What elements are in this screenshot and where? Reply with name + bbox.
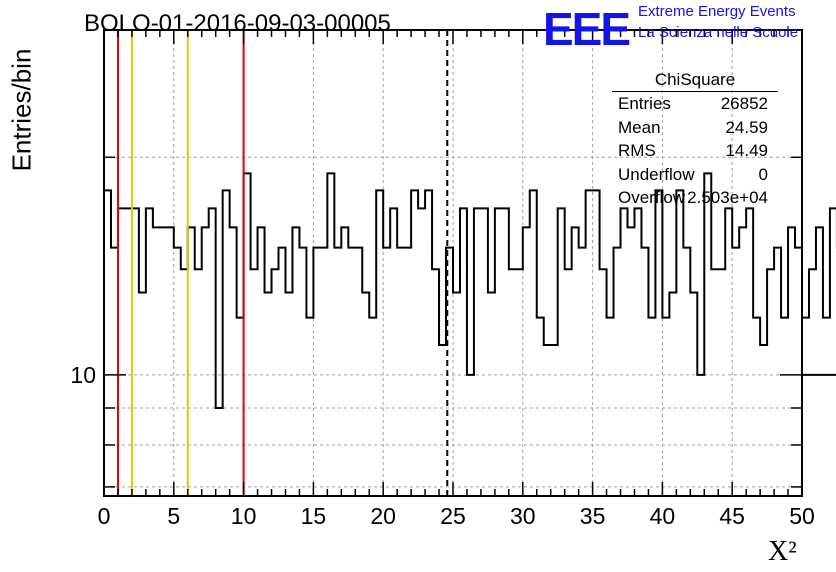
stats-row-rms: RMS 14.49 xyxy=(612,139,778,163)
x-tick-label: 30 xyxy=(510,503,536,529)
chart-title: BOLO-01-2016-09-03-00005 xyxy=(84,10,391,37)
x-tick-label: 5 xyxy=(167,503,180,529)
stats-value: 2.503e+04 xyxy=(687,188,768,207)
y-axis-label: Entries/bin xyxy=(6,48,37,172)
stats-box: ChiSquare Entries 26852 Mean 24.59 RMS 1… xyxy=(612,68,778,210)
stats-key: Underflow xyxy=(618,164,695,184)
y-tick-label: 10 xyxy=(70,362,96,388)
stats-key: Mean xyxy=(618,117,661,137)
x-axis-label: X² xyxy=(768,536,797,567)
x-tick-label: 35 xyxy=(580,503,606,529)
marker-lines xyxy=(116,30,449,496)
stats-value: 26852 xyxy=(720,94,768,113)
eee-logo: EEE xyxy=(543,3,631,55)
stats-row-entries: Entries 26852 xyxy=(612,92,778,116)
stats-value: 24.59 xyxy=(725,117,768,137)
stats-value: 0 xyxy=(758,164,768,184)
logo-line-2: La Scienza nelle Scuole xyxy=(638,24,799,41)
x-tick-label: 20 xyxy=(370,503,396,529)
stats-row-mean: Mean 24.59 xyxy=(612,116,778,140)
x-tick-label: 45 xyxy=(719,503,745,529)
x-tick-label: 40 xyxy=(650,503,676,529)
x-tick-label: 25 xyxy=(440,503,466,529)
stats-row-overflow: Overflow 2.503e+04 xyxy=(612,186,778,210)
x-tick-label: 10 xyxy=(231,503,257,529)
stats-key: Overflow xyxy=(618,188,686,207)
x-tick-label: 15 xyxy=(301,503,327,529)
x-tick-label: 0 xyxy=(98,503,111,529)
logo-line-1: Extreme Energy Events xyxy=(638,3,796,20)
stats-title: ChiSquare xyxy=(612,68,778,92)
x-tick-label: 50 xyxy=(789,503,815,529)
stats-value: 14.49 xyxy=(725,141,768,160)
histogram-series xyxy=(104,172,836,409)
axis-tick-labels: 0 5 10 15 20 25 30 35 40 45 50 10 xyxy=(70,362,814,529)
histogram-line xyxy=(104,172,836,409)
axis-ticks xyxy=(103,29,803,496)
stats-row-underflow: Underflow 0 xyxy=(612,163,778,187)
stats-key: RMS xyxy=(618,141,656,160)
stats-key: Entries xyxy=(618,94,671,113)
